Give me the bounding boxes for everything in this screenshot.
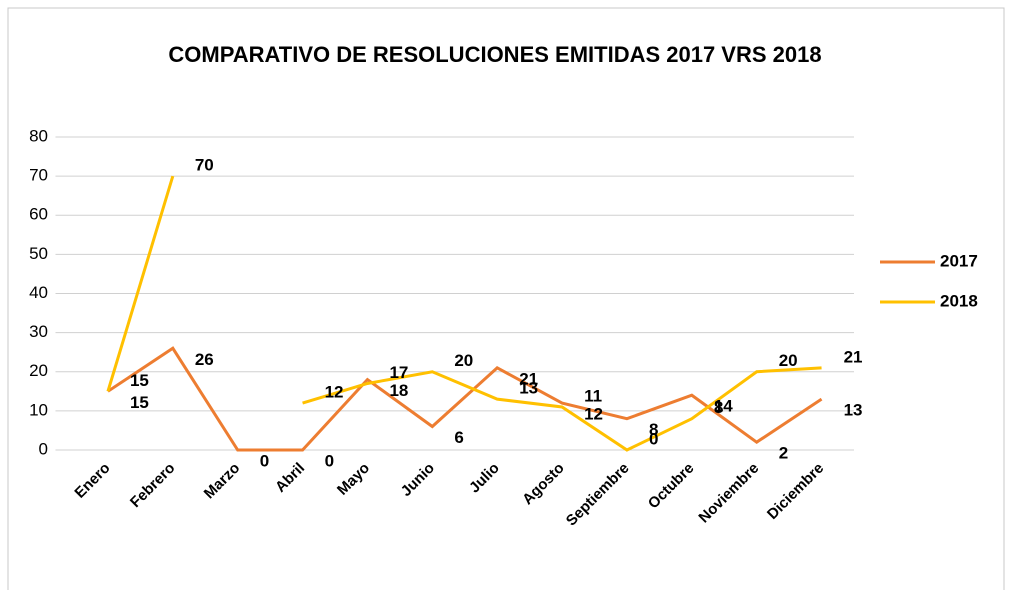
data-label: 12 (584, 405, 603, 424)
series-line (106, 175, 822, 452)
data-label: 21 (519, 369, 538, 388)
x-tick-label: Marzo (201, 460, 244, 503)
y-tick-label: 60 (29, 205, 48, 224)
data-label: 20 (454, 351, 473, 370)
x-tick-label: Noviembre (695, 460, 762, 527)
data-label: 0 (649, 429, 658, 448)
chart-title: COMPARATIVO DE RESOLUCIONES EMITIDAS 201… (168, 42, 822, 67)
x-tick-label: Junio (398, 460, 438, 500)
y-tick-label: 50 (29, 244, 48, 263)
data-label: 0 (260, 451, 269, 470)
x-tick-label: Mayo (334, 460, 373, 499)
x-tick-label: Septiembre (563, 460, 633, 530)
data-label: 2 (779, 444, 788, 463)
x-tick-label: Febrero (127, 460, 179, 512)
data-label: 26 (195, 350, 214, 369)
x-tick-label: Agosto (519, 460, 568, 509)
y-tick-label: 80 (29, 126, 48, 145)
y-tick-label: 70 (29, 166, 48, 185)
data-label: 15 (130, 393, 149, 412)
data-label: 12 (325, 383, 344, 402)
data-label: 70 (195, 156, 214, 175)
legend-label: 2018 (940, 291, 978, 310)
data-label: 0 (325, 451, 334, 470)
data-label: 15 (130, 371, 149, 390)
y-tick-label: 20 (29, 361, 48, 380)
data-label: 17 (389, 363, 408, 382)
data-label: 14 (714, 397, 733, 416)
x-tick-label: Octubre (645, 460, 698, 513)
data-label: 13 (519, 379, 538, 398)
x-tick-label: Enero (71, 460, 113, 502)
data-label: 8 (714, 398, 723, 417)
data-label: 21 (844, 347, 863, 366)
data-label: 6 (454, 428, 463, 447)
data-label: 13 (844, 401, 863, 420)
legend-label: 2017 (940, 251, 978, 270)
data-label: 18 (389, 381, 408, 400)
y-tick-label: 40 (29, 283, 48, 302)
data-label: 11 (584, 386, 602, 405)
x-tick-label: Diciembre (764, 460, 827, 523)
data-label: 8 (649, 420, 658, 439)
y-tick-label: 0 (39, 439, 48, 458)
series-line (107, 346, 823, 452)
chart-frame (7, 7, 1005, 590)
y-tick-label: 30 (29, 322, 48, 341)
data-label: 20 (779, 351, 798, 370)
x-tick-label: Julio (466, 460, 503, 497)
x-tick-label: Abril (272, 460, 308, 496)
y-tick-label: 10 (29, 400, 48, 419)
